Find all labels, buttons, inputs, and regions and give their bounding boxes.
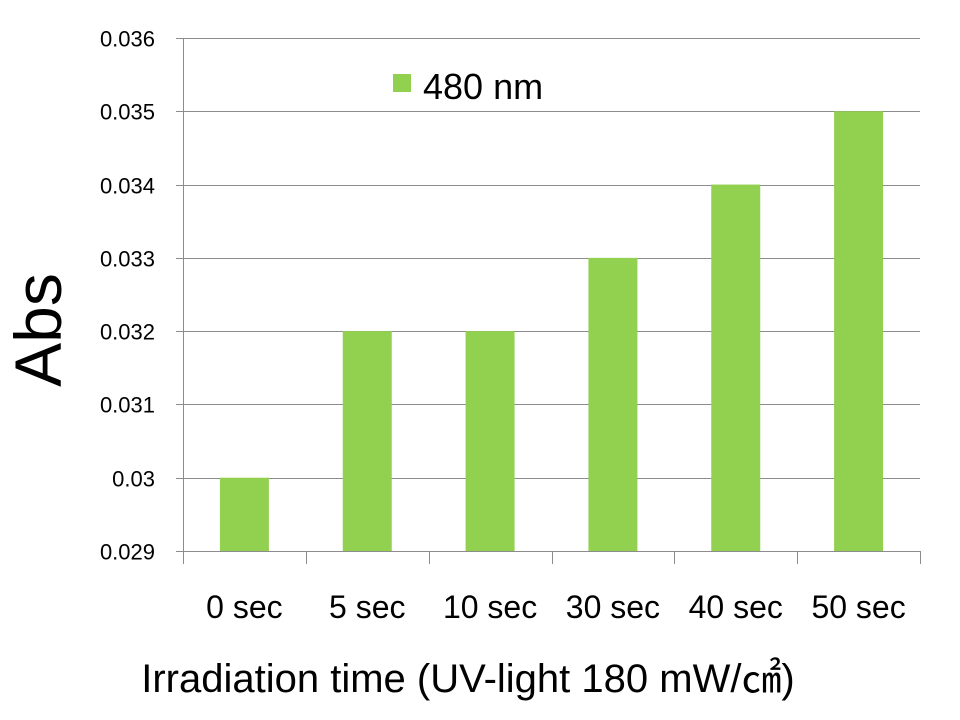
y-tick-label: 0.029	[100, 540, 155, 565]
x-tick-label: 10 sec	[443, 589, 537, 625]
bar	[588, 257, 638, 551]
axes	[176, 38, 921, 564]
bar	[834, 111, 884, 552]
gridlines	[183, 38, 920, 479]
y-tick-label: 0.032	[100, 320, 155, 345]
y-axis-title: Abs	[1, 273, 75, 387]
y-tick-label: 0.034	[100, 174, 155, 199]
y-tick-label: 0.035	[100, 100, 155, 125]
legend: 480 nm	[393, 66, 543, 107]
x-tick-label: 30 sec	[566, 589, 660, 625]
bars	[219, 111, 884, 552]
bar	[711, 184, 761, 552]
x-tick-label: 40 sec	[689, 589, 783, 625]
bar	[219, 477, 269, 551]
x-tick-label: 0 sec	[206, 589, 282, 625]
y-tick-label: 0.03	[112, 467, 155, 492]
x-tick-labels: 0 sec 5 sec 10 sec 30 sec 40 sec 50 sec	[206, 589, 906, 625]
bar	[465, 331, 515, 551]
x-tick-label: 50 sec	[811, 589, 905, 625]
x-axis-title: Irradiation time (UV-light 180 mW/㎠)	[141, 657, 795, 701]
y-tick-label: 0.036	[100, 27, 155, 52]
legend-swatch	[393, 74, 411, 92]
bar	[342, 331, 392, 551]
x-tick-label: 5 sec	[329, 589, 405, 625]
y-tick-labels: 0.029 0.03 0.031 0.032 0.033 0.034 0.035 0.036	[100, 27, 155, 565]
y-tick-label: 0.031	[100, 393, 155, 418]
y-tick-label: 0.033	[100, 247, 155, 272]
legend-label: 480 nm	[423, 66, 543, 107]
